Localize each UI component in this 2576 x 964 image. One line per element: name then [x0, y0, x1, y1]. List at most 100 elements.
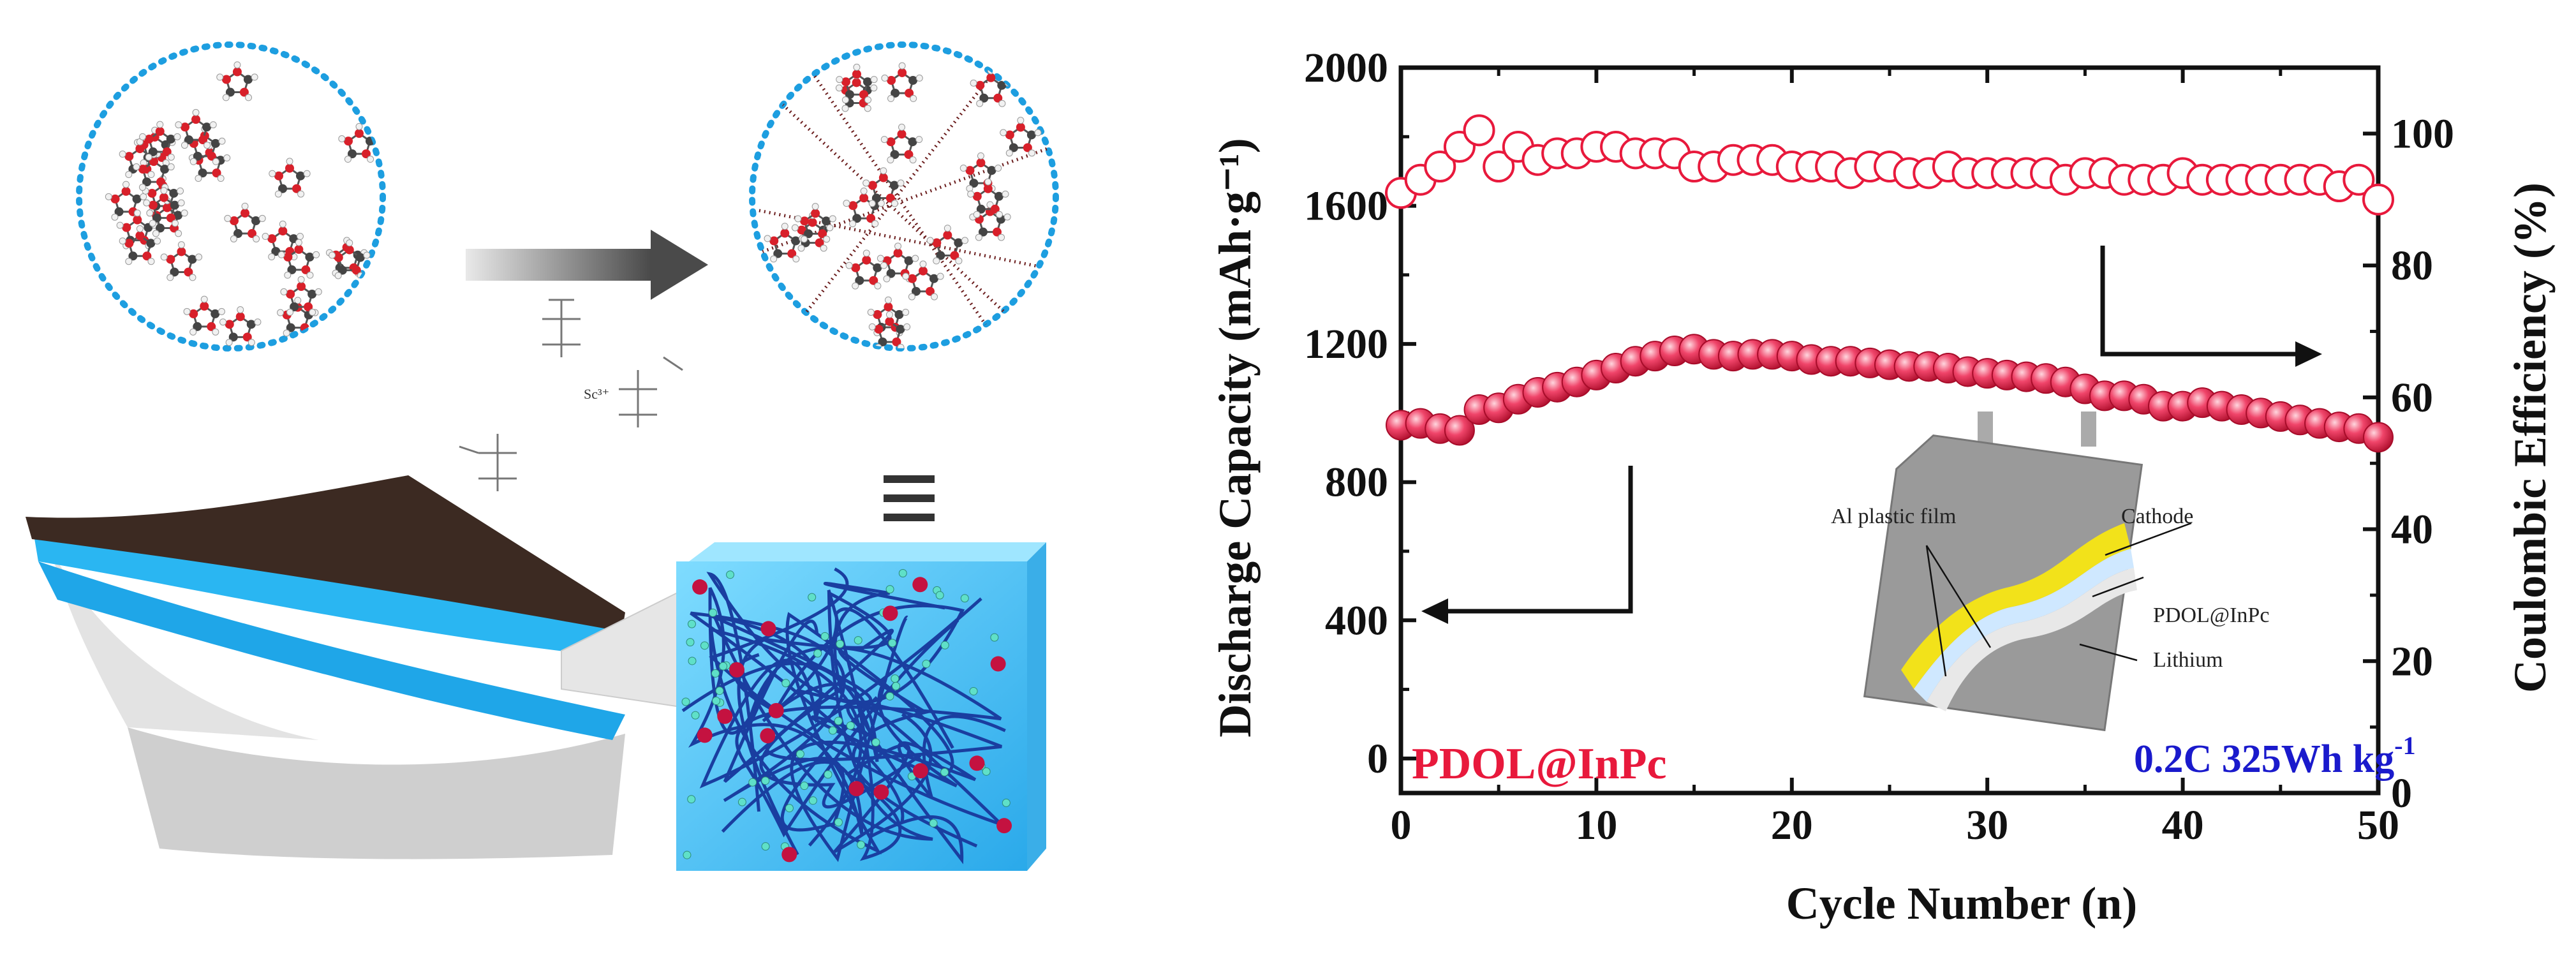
- hydrogen-atom: [868, 200, 876, 207]
- atom: [286, 323, 295, 332]
- hydrogen-atom: [200, 295, 208, 303]
- hydrogen-atom: [177, 241, 185, 249]
- atom: [297, 281, 306, 291]
- atom: [851, 263, 861, 272]
- hydrogen-atom: [258, 214, 266, 222]
- y-left-tick-label: 400: [1325, 597, 1388, 644]
- atom: [852, 78, 861, 87]
- atom: [852, 214, 862, 223]
- crosslink-node: [768, 702, 784, 718]
- atom: [159, 193, 168, 202]
- hydrogen-atom: [295, 239, 302, 246]
- atom: [859, 193, 869, 203]
- atom: [868, 181, 877, 190]
- gel-bead: [960, 594, 969, 603]
- hydrogen-atom: [862, 249, 870, 257]
- hydrogen-atom: [975, 234, 982, 241]
- hydrogen-atom: [277, 309, 285, 316]
- gel-bead: [898, 569, 907, 578]
- hydrogen-atom: [189, 274, 196, 281]
- crosslink-node: [912, 577, 928, 593]
- atom: [878, 173, 888, 182]
- hydrogen-atom: [286, 158, 293, 165]
- inset-label-cathode: Cathode: [2121, 505, 2193, 528]
- atom: [278, 226, 288, 236]
- inset-label-electrolyte: PDOL@InPc: [2153, 604, 2269, 627]
- atom: [235, 312, 245, 322]
- molecule: [926, 225, 969, 265]
- y-right-axis-title: Coulombic Efficiency (%): [2505, 182, 2556, 693]
- hydrogen-atom: [172, 219, 179, 227]
- hydrogen-atom: [183, 308, 191, 315]
- atom: [866, 214, 876, 223]
- molecule: [278, 239, 320, 279]
- atom: [997, 80, 1007, 90]
- hydrogen-atom: [903, 323, 911, 330]
- atom: [822, 216, 831, 226]
- monomer-molecules: [105, 61, 380, 346]
- hydrogen-atom: [147, 258, 155, 265]
- hydrogen-atom: [860, 187, 868, 195]
- hydrogen-atom: [189, 328, 197, 336]
- hydrogen-atom: [841, 96, 849, 104]
- gel-bead: [857, 840, 866, 849]
- atom: [225, 320, 234, 329]
- atom: [344, 137, 353, 146]
- atom: [230, 216, 239, 226]
- atom: [211, 309, 220, 318]
- hydrogen-atom: [133, 163, 140, 171]
- molecule: [216, 61, 258, 101]
- hydrogen-atom: [230, 235, 237, 242]
- hydrogen-atom: [891, 200, 898, 207]
- gel-bead: [796, 750, 804, 759]
- hydrogen-atom: [251, 73, 258, 81]
- hydrogen-atom: [181, 209, 188, 217]
- y-right-tick-label: 80: [2391, 242, 2433, 289]
- hydrogen-atom: [797, 244, 805, 252]
- crosslink-node: [873, 784, 889, 800]
- hydrogen-atom: [843, 200, 850, 207]
- hydrogen-atom: [881, 74, 889, 82]
- hydrogen-atom: [167, 153, 175, 161]
- hydrogen-atom: [303, 170, 311, 177]
- hydrogen-atom: [915, 74, 923, 82]
- y-right-tick-label: 40: [2391, 507, 2433, 553]
- atom: [170, 200, 179, 210]
- hydrogen-atom: [897, 343, 905, 348]
- atom: [905, 88, 914, 98]
- atom: [191, 115, 201, 124]
- hydrogen-atom: [829, 215, 836, 223]
- hydrogen-atom: [280, 288, 288, 295]
- y-right-tick-label: 100: [2391, 110, 2454, 157]
- atom: [124, 239, 134, 248]
- atom: [808, 218, 817, 227]
- atom: [936, 251, 945, 260]
- atom: [241, 209, 250, 218]
- gel-bead: [726, 570, 735, 579]
- atom: [352, 265, 361, 275]
- atom: [243, 75, 253, 84]
- atom: [890, 150, 899, 159]
- crosslink-node: [692, 579, 708, 595]
- hydrogen-atom: [998, 100, 1006, 107]
- crosslink-node: [717, 708, 733, 724]
- atom: [932, 238, 942, 248]
- atom: [135, 231, 145, 241]
- atom: [918, 266, 928, 276]
- gel-bead: [940, 767, 949, 776]
- x-tick-label: 40: [2162, 802, 2204, 849]
- hydrogen-atom: [853, 63, 861, 71]
- atom: [114, 207, 124, 216]
- atom: [181, 122, 190, 132]
- hydrogen-atom: [902, 308, 910, 316]
- molecule: [868, 311, 911, 348]
- inset-label-lithium: Lithium: [2153, 648, 2223, 672]
- gel-chain: [759, 582, 945, 809]
- hydrogen-atom: [237, 306, 244, 314]
- atom: [242, 332, 252, 342]
- hydrogen-atom: [1000, 129, 1007, 137]
- atom: [804, 229, 813, 239]
- hydrogen-atom: [143, 199, 151, 207]
- hydrogen-atom: [915, 136, 923, 144]
- hydrogen-atom: [919, 260, 927, 268]
